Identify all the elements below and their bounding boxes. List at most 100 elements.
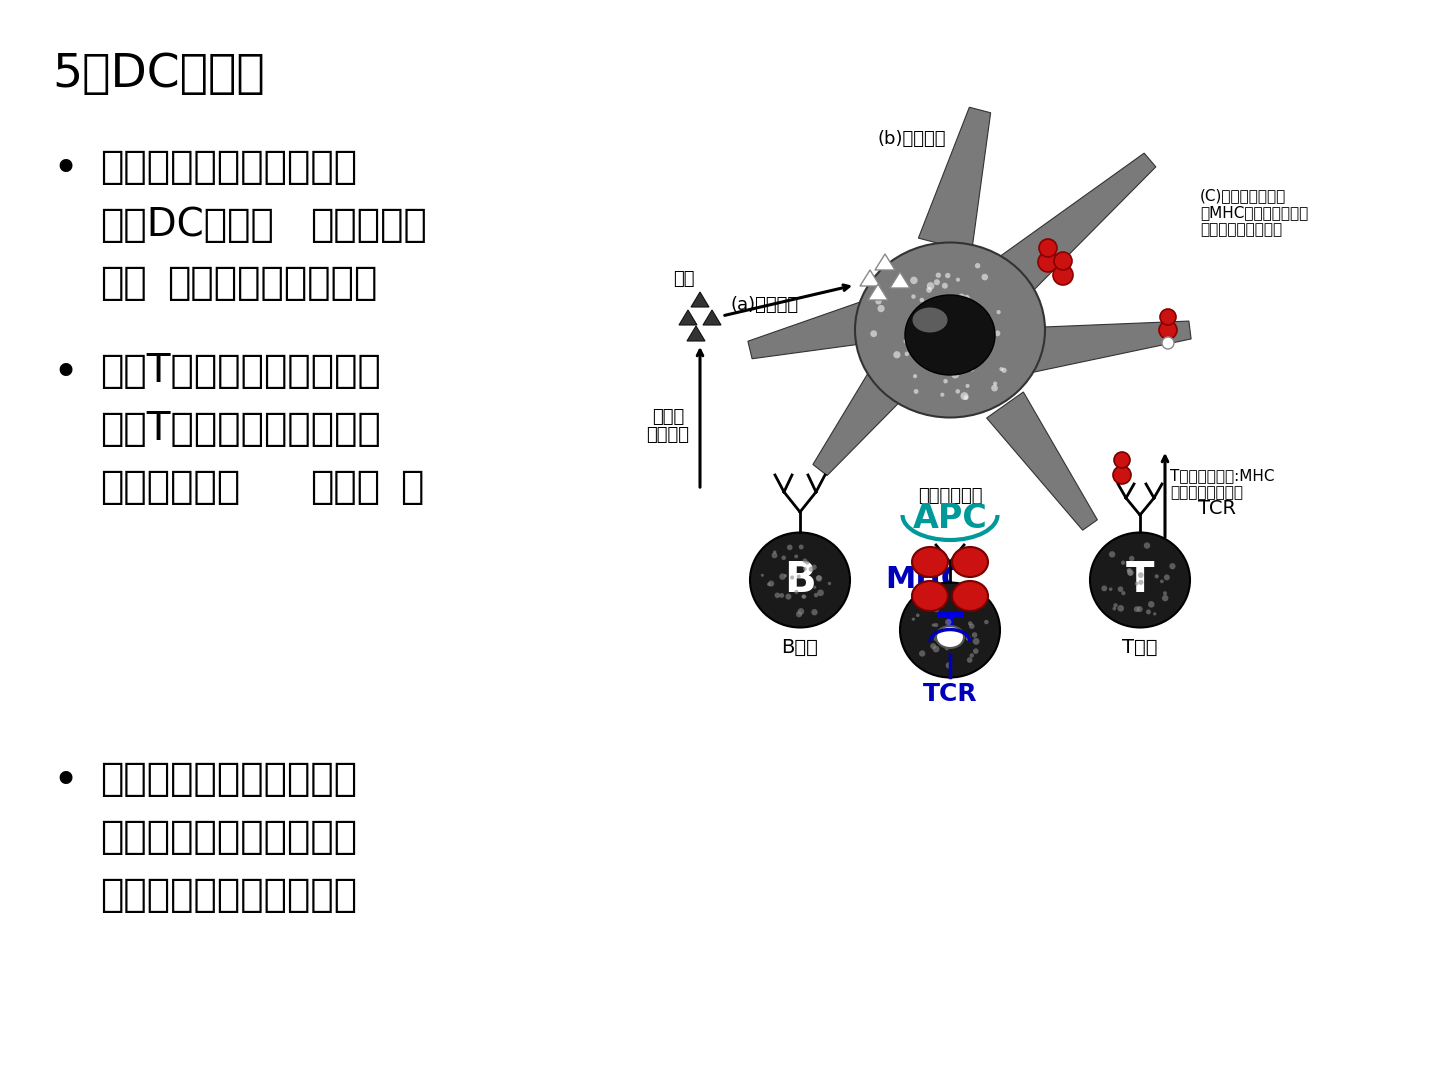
Circle shape (1133, 606, 1139, 612)
Circle shape (877, 305, 884, 312)
Circle shape (1117, 586, 1123, 592)
Circle shape (796, 611, 802, 618)
Circle shape (995, 330, 1001, 336)
Circle shape (814, 585, 816, 589)
Circle shape (963, 295, 971, 301)
Polygon shape (1027, 321, 1191, 373)
Circle shape (968, 621, 972, 625)
Circle shape (963, 395, 969, 400)
Circle shape (943, 379, 948, 383)
Circle shape (966, 595, 972, 602)
Circle shape (1164, 591, 1166, 595)
Circle shape (893, 281, 899, 286)
Circle shape (1113, 603, 1117, 607)
Circle shape (910, 326, 919, 334)
Ellipse shape (913, 308, 948, 333)
Circle shape (956, 278, 960, 282)
Text: (C)经处理的抗原肽: (C)经处理的抗原肽 (1200, 188, 1286, 203)
Circle shape (945, 594, 949, 597)
Circle shape (973, 648, 979, 654)
Circle shape (940, 393, 945, 396)
Circle shape (933, 606, 939, 612)
Polygon shape (890, 272, 910, 288)
Circle shape (1128, 570, 1133, 576)
Polygon shape (703, 310, 721, 325)
Circle shape (952, 370, 959, 378)
Polygon shape (687, 326, 706, 341)
Circle shape (1159, 321, 1176, 339)
Text: 促进T细胞活化，因此是特: 促进T细胞活化，因此是特 (99, 410, 380, 448)
Circle shape (795, 554, 798, 558)
Polygon shape (986, 392, 1097, 530)
Text: B细胞: B细胞 (782, 638, 818, 657)
Circle shape (932, 595, 936, 599)
Circle shape (1155, 575, 1159, 579)
Circle shape (969, 623, 975, 629)
Circle shape (779, 573, 786, 580)
Text: 异免疫应答的: 异免疫应答的 (99, 468, 240, 507)
Circle shape (795, 590, 798, 594)
Circle shape (912, 295, 916, 299)
Circle shape (960, 392, 969, 400)
Circle shape (923, 351, 929, 356)
Text: (a)内化抗原: (a)内化抗原 (730, 296, 798, 314)
Circle shape (1054, 252, 1071, 270)
Circle shape (986, 315, 991, 321)
Circle shape (893, 351, 900, 359)
Circle shape (791, 576, 795, 580)
Circle shape (984, 620, 989, 624)
Circle shape (945, 619, 952, 625)
Circle shape (959, 294, 965, 299)
Ellipse shape (952, 581, 988, 611)
Circle shape (965, 383, 969, 388)
Ellipse shape (855, 243, 1045, 418)
Circle shape (953, 342, 960, 350)
Circle shape (775, 593, 780, 598)
Circle shape (937, 360, 945, 366)
Circle shape (773, 551, 776, 554)
Circle shape (1117, 605, 1125, 611)
Text: 与MHC分子结合后表达: 与MHC分子结合后表达 (1200, 205, 1309, 220)
Circle shape (1113, 607, 1116, 610)
Circle shape (1136, 606, 1143, 612)
Circle shape (927, 282, 935, 289)
Circle shape (1139, 580, 1143, 585)
Circle shape (927, 349, 935, 355)
Circle shape (936, 342, 940, 346)
Text: 抗原识别: 抗原识别 (647, 426, 690, 444)
Circle shape (1169, 563, 1175, 569)
Ellipse shape (904, 295, 995, 375)
Circle shape (936, 360, 945, 367)
Circle shape (1001, 367, 1007, 373)
Circle shape (913, 389, 919, 394)
Circle shape (913, 374, 917, 378)
Circle shape (1038, 252, 1058, 272)
Circle shape (1161, 309, 1176, 325)
Text: B: B (785, 559, 816, 600)
Text: T细胞: T细胞 (1122, 638, 1158, 657)
Text: 分子复合物的识别: 分子复合物的识别 (1169, 485, 1243, 500)
Circle shape (814, 593, 818, 597)
Circle shape (940, 360, 946, 366)
Circle shape (956, 389, 960, 393)
Circle shape (1146, 609, 1151, 615)
Circle shape (953, 640, 959, 646)
Ellipse shape (750, 532, 850, 627)
Circle shape (786, 544, 792, 550)
Text: 对游离: 对游离 (652, 408, 684, 426)
Text: •: • (52, 760, 78, 804)
Text: 抗原: 抗原 (674, 270, 694, 288)
Polygon shape (868, 284, 888, 300)
Circle shape (1120, 561, 1125, 565)
Ellipse shape (936, 626, 963, 648)
Polygon shape (876, 254, 896, 270)
Ellipse shape (912, 581, 948, 611)
Ellipse shape (912, 546, 948, 577)
Polygon shape (860, 270, 880, 286)
Circle shape (972, 632, 978, 637)
Circle shape (1102, 585, 1107, 592)
Circle shape (904, 352, 909, 356)
Text: 始动者: 始动者 (310, 468, 380, 507)
Circle shape (933, 597, 936, 600)
Circle shape (796, 575, 801, 579)
